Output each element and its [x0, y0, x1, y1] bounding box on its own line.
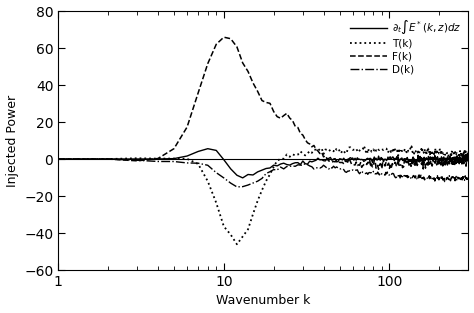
Line: $\partial_t \int E^*(k,z)dz$: $\partial_t \int E^*(k,z)dz$ — [58, 149, 468, 178]
T(k) — [454, 151, 460, 155]
$\partial_t \int E^*(k,z)dz$ — [459, 158, 465, 162]
T(k) — [105, 157, 111, 161]
Line: T(k): T(k) — [58, 146, 468, 244]
D(k) — [105, 157, 111, 161]
F(k) — [221, 35, 227, 39]
D(k) — [459, 177, 465, 181]
Y-axis label: Injected Power: Injected Power — [6, 95, 18, 187]
$\partial_t \int E^*(k,z)dz$ — [431, 157, 437, 161]
$\partial_t \int E^*(k,z)dz$ — [105, 157, 111, 161]
Legend: $\partial_t \int E^*(k,z)dz$, T(k), F(k), D(k): $\partial_t \int E^*(k,z)dz$, T(k), F(k)… — [348, 16, 463, 76]
T(k) — [55, 157, 61, 161]
$\partial_t \int E^*(k,z)dz$ — [240, 176, 246, 180]
F(k) — [454, 159, 460, 162]
F(k) — [465, 157, 471, 161]
T(k) — [429, 149, 435, 152]
T(k) — [465, 150, 471, 153]
D(k) — [429, 177, 435, 181]
D(k) — [234, 185, 240, 189]
D(k) — [431, 177, 437, 181]
$\partial_t \int E^*(k,z)dz$ — [55, 157, 61, 161]
D(k) — [454, 177, 459, 181]
F(k) — [429, 164, 435, 168]
F(k) — [105, 157, 111, 161]
$\partial_t \int E^*(k,z)dz$ — [429, 157, 435, 161]
T(k) — [431, 152, 437, 156]
$\partial_t \int E^*(k,z)dz$ — [465, 156, 471, 160]
X-axis label: Wavenumber k: Wavenumber k — [216, 295, 310, 307]
$\partial_t \int E^*(k,z)dz$ — [205, 147, 210, 151]
F(k) — [55, 157, 61, 161]
T(k) — [429, 151, 435, 155]
D(k) — [55, 157, 61, 161]
F(k) — [429, 162, 435, 165]
T(k) — [234, 243, 240, 246]
F(k) — [459, 162, 465, 166]
F(k) — [376, 167, 382, 171]
F(k) — [431, 160, 437, 163]
T(k) — [361, 144, 366, 148]
D(k) — [465, 176, 471, 180]
$\partial_t \int E^*(k,z)dz$ — [429, 157, 435, 161]
T(k) — [459, 154, 465, 158]
Line: F(k): F(k) — [58, 37, 468, 169]
Line: D(k): D(k) — [58, 159, 468, 187]
$\partial_t \int E^*(k,z)dz$ — [454, 156, 460, 160]
D(k) — [428, 177, 434, 181]
